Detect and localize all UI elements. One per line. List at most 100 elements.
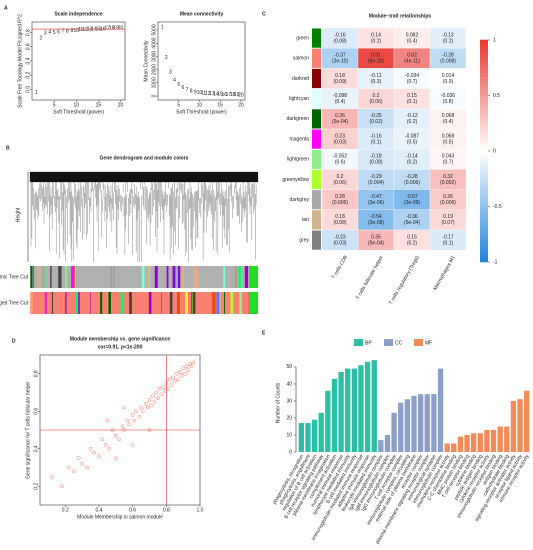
colorbar-step: [480, 235, 488, 241]
point: [130, 413, 135, 417]
chart-title: Module−trait relationships: [369, 13, 432, 19]
x-tick-label: 0.2: [62, 507, 69, 513]
bar: [524, 390, 530, 452]
bar: [311, 419, 318, 452]
cell-value: 0.2: [337, 174, 344, 180]
colorbar-step: [480, 180, 488, 185]
module-stripe: [148, 292, 152, 314]
cell-pvalue: (0.7): [443, 160, 454, 166]
colorbar-step: [480, 147, 488, 152]
bar: [424, 394, 430, 452]
cell-pvalue: (3e-08): [368, 220, 384, 226]
point-label: 10: [74, 28, 80, 34]
point-label: 8: [66, 29, 69, 35]
module-stripe: [100, 292, 103, 314]
colorbar-step: [480, 161, 488, 167]
point-label: 10: [197, 90, 203, 96]
module-stripe: [160, 292, 163, 314]
point: [113, 456, 118, 460]
point: [189, 364, 194, 369]
colorbar-step: [480, 191, 488, 196]
point-label: 12: [82, 27, 88, 33]
colorbar-step: [480, 39, 488, 44]
point: [105, 418, 110, 423]
cell-value: 0.35: [371, 234, 381, 240]
module-stripe: [193, 266, 196, 288]
bar: [391, 412, 397, 452]
module-stripe: [154, 266, 158, 288]
cell-value: -0.16: [334, 32, 346, 38]
x-tick-label: 20: [238, 102, 244, 108]
chart-title: Gene dendrogram and module colors: [100, 155, 189, 161]
module-stripe: [166, 266, 169, 288]
colorbar-step: [480, 113, 488, 118]
point: [130, 443, 135, 447]
point-label: 15: [96, 26, 102, 32]
cell-pvalue: (0.1): [407, 99, 418, 105]
cell-value: -0.36: [406, 214, 418, 220]
cell-pvalue: (0.5): [407, 139, 418, 145]
colorbar-step: [480, 232, 488, 237]
colorbar-step: [480, 202, 488, 207]
colorbar-step: [480, 250, 488, 255]
cell-value: -0.11: [370, 73, 381, 79]
colorbar-label: 0.5: [493, 93, 500, 99]
cell-value: 0.23: [335, 133, 345, 139]
y-axis-label: Number of Counts: [275, 382, 281, 423]
x-tick-label: 0.4: [95, 507, 102, 513]
y-tick-label: 3000: [151, 51, 157, 62]
module-stripe: [78, 292, 80, 314]
point: [186, 368, 191, 372]
point: [184, 364, 189, 369]
bar: [417, 394, 424, 452]
cell-value: 0.15: [407, 234, 417, 240]
point: [167, 377, 172, 382]
cell-pvalue: (0.4): [443, 119, 454, 125]
colorbar-step: [480, 50, 488, 56]
cell-pvalue: (0.2): [443, 38, 454, 44]
cell-value: -0.25: [370, 113, 382, 119]
colorbar-step: [480, 139, 488, 144]
colorbar-step: [480, 73, 488, 78]
cell-value: 0.18: [335, 73, 345, 79]
cell-value: -0.18: [370, 154, 382, 160]
panel-label: A: [4, 5, 8, 11]
cell-value: 0.14: [371, 32, 381, 38]
x-tick-label: 5: [177, 102, 180, 108]
module-stripe: [43, 266, 45, 288]
colorbar-step: [480, 258, 488, 263]
point: [139, 405, 143, 410]
cell-pvalue: (0.4): [407, 38, 418, 44]
module-stripe: [238, 266, 241, 288]
x-axis-label: Soft Threshold (power): [176, 109, 227, 115]
colorbar-step: [480, 254, 488, 259]
colorbar-step: [480, 124, 488, 130]
module-color: [312, 169, 321, 190]
cell-pvalue: (0.08): [333, 38, 346, 44]
legend-label: CC: [395, 340, 403, 346]
bar: [464, 434, 470, 452]
cell-pvalue: (0.03): [333, 240, 346, 246]
point: [161, 385, 165, 389]
cell-pvalue: (0.6): [335, 160, 346, 166]
dendrogram-top: [29, 171, 259, 183]
bar: [325, 390, 331, 452]
row-label: grey: [299, 237, 309, 243]
bar: [457, 436, 464, 452]
colorbar-step: [480, 246, 488, 252]
bar: [431, 394, 437, 452]
colorbar-step: [480, 172, 488, 178]
colorbar-step: [480, 221, 488, 226]
cell-pvalue: (0.09): [333, 79, 346, 85]
x-axis-label: Soft Threshold (power): [53, 109, 104, 115]
module-stripe: [50, 266, 52, 288]
plot-frame: [157, 21, 246, 101]
colorbar-label: -0.5: [493, 204, 502, 210]
y-tick-label: 5000: [151, 24, 157, 35]
module-stripe: [65, 266, 67, 288]
colorbar-step: [480, 61, 488, 67]
module-color: [312, 210, 321, 230]
cell-value: 0.91: [371, 53, 381, 59]
row-label: darkred: [292, 76, 309, 82]
point: [174, 371, 179, 376]
